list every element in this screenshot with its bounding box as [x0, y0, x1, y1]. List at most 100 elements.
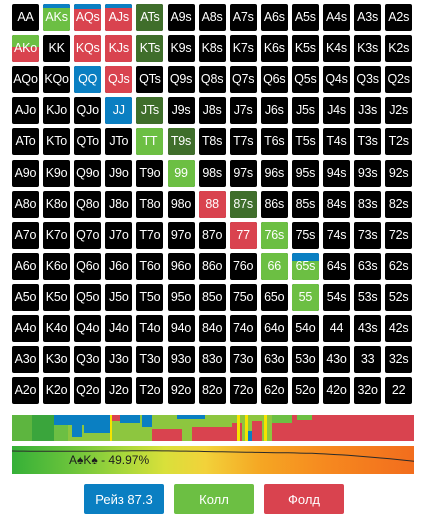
hand-cell-K6o[interactable]: K6o [43, 252, 71, 280]
fold-button[interactable]: Фолд [264, 484, 344, 514]
hand-cell-AQs[interactable]: AQs [74, 4, 102, 31]
hand-cell-86o[interactable]: 86o [198, 252, 226, 280]
hand-cell-K3s[interactable]: K3s [354, 35, 382, 63]
hand-cell-73o[interactable]: 73o [229, 346, 257, 374]
hand-cell-J7s[interactable]: J7s [229, 97, 257, 125]
hand-cell-J3s[interactable]: J3s [354, 97, 382, 125]
hand-cell-63o[interactable]: 63o [260, 346, 288, 374]
hand-cell-J4s[interactable]: J4s [323, 97, 350, 125]
hand-cell-53o[interactable]: 53o [291, 346, 319, 374]
hand-cell-QTs[interactable]: QTs [136, 66, 164, 94]
hand-cell-Q3s[interactable]: Q3s [354, 66, 382, 94]
hand-cell-A3s[interactable]: A3s [354, 4, 382, 31]
hand-cell-T9o[interactable]: T9o [136, 159, 164, 187]
hand-cell-73s[interactable]: 73s [354, 221, 382, 249]
hand-cell-T8s[interactable]: T8s [198, 128, 226, 156]
hand-cell-98s[interactable]: 98s [198, 159, 226, 187]
hand-cell-A2s[interactable]: A2s [385, 4, 413, 31]
hand-cell-K4o[interactable]: K4o [43, 315, 71, 342]
hand-cell-KK[interactable]: KK [43, 35, 71, 63]
hand-cell-K9s[interactable]: K9s [167, 35, 195, 63]
hand-cell-QJs[interactable]: QJs [105, 66, 133, 94]
hand-cell-K4s[interactable]: K4s [323, 35, 350, 63]
hand-cell-A6s[interactable]: A6s [260, 4, 288, 31]
hand-cell-JJ[interactable]: JJ [105, 97, 133, 125]
hand-cell-77[interactable]: 77 [229, 221, 257, 249]
hand-cell-T8o[interactable]: T8o [136, 190, 164, 218]
hand-cell-T7o[interactable]: T7o [136, 221, 164, 249]
hand-cell-54s[interactable]: 54s [323, 283, 350, 311]
hand-cell-55[interactable]: 55 [291, 283, 319, 311]
hand-cell-K2s[interactable]: K2s [385, 35, 413, 63]
hand-cell-AJs[interactable]: AJs [105, 4, 133, 31]
hand-cell-ATs[interactable]: ATs [136, 4, 164, 31]
hand-cell-32o[interactable]: 32o [354, 377, 382, 405]
hand-cell-KTs[interactable]: KTs [136, 35, 164, 63]
hand-cell-72s[interactable]: 72s [385, 221, 413, 249]
hand-cell-Q7o[interactable]: Q7o [74, 221, 102, 249]
hand-cell-Q4s[interactable]: Q4s [323, 66, 350, 94]
hand-cell-22[interactable]: 22 [385, 377, 413, 405]
hand-cell-AA[interactable]: AA [12, 4, 39, 31]
hand-cell-52o[interactable]: 52o [291, 377, 319, 405]
hand-cell-85s[interactable]: 85s [291, 190, 319, 218]
hand-cell-T4s[interactable]: T4s [323, 128, 350, 156]
hand-cell-K7o[interactable]: K7o [43, 221, 71, 249]
hand-cell-Q4o[interactable]: Q4o [74, 315, 102, 342]
hand-cell-A2o[interactable]: A2o [12, 377, 39, 405]
hand-cell-33[interactable]: 33 [354, 346, 382, 374]
hand-cell-KQs[interactable]: KQs [74, 35, 102, 63]
hand-cell-KJo[interactable]: KJo [43, 97, 71, 125]
hand-cell-QQ[interactable]: QQ [74, 66, 102, 94]
hand-cell-J4o[interactable]: J4o [105, 315, 133, 342]
hand-cell-K3o[interactable]: K3o [43, 346, 71, 374]
hand-cell-A8s[interactable]: A8s [198, 4, 226, 31]
hand-cell-Q7s[interactable]: Q7s [229, 66, 257, 94]
hand-cell-T5s[interactable]: T5s [291, 128, 319, 156]
hand-cell-ATo[interactable]: ATo [12, 128, 39, 156]
hand-cell-JTo[interactable]: JTo [105, 128, 133, 156]
hand-cell-T3s[interactable]: T3s [354, 128, 382, 156]
hand-cell-KQo[interactable]: KQo [43, 66, 71, 94]
hand-cell-44[interactable]: 44 [323, 315, 350, 342]
hand-cell-Q5o[interactable]: Q5o [74, 283, 102, 311]
hand-cell-J2o[interactable]: J2o [105, 377, 133, 405]
hand-cell-74s[interactable]: 74s [323, 221, 350, 249]
hand-cell-A7o[interactable]: A7o [12, 221, 39, 249]
hand-cell-T6s[interactable]: T6s [260, 128, 288, 156]
hand-cell-TT[interactable]: TT [136, 128, 164, 156]
hand-cell-Q6s[interactable]: Q6s [260, 66, 288, 94]
hand-cell-J6o[interactable]: J6o [105, 252, 133, 280]
hand-cell-J8s[interactable]: J8s [198, 97, 226, 125]
hand-cell-Q9s[interactable]: Q9s [167, 66, 195, 94]
hand-cell-J5s[interactable]: J5s [291, 97, 319, 125]
hand-cell-J5o[interactable]: J5o [105, 283, 133, 311]
hand-cell-63s[interactable]: 63s [354, 252, 382, 280]
hand-cell-76o[interactable]: 76o [229, 252, 257, 280]
hand-cell-84s[interactable]: 84s [323, 190, 350, 218]
hand-cell-92o[interactable]: 92o [167, 377, 195, 405]
hand-cell-66[interactable]: 66 [260, 252, 288, 280]
hand-cell-65o[interactable]: 65o [260, 283, 288, 311]
hand-cell-A5s[interactable]: A5s [291, 4, 319, 31]
hand-cell-Q2o[interactable]: Q2o [74, 377, 102, 405]
hand-cell-K9o[interactable]: K9o [43, 159, 71, 187]
hand-cell-86s[interactable]: 86s [260, 190, 288, 218]
hand-cell-42o[interactable]: 42o [323, 377, 350, 405]
hand-cell-QJo[interactable]: QJo [74, 97, 102, 125]
hand-cell-J2s[interactable]: J2s [385, 97, 413, 125]
hand-cell-95o[interactable]: 95o [167, 283, 195, 311]
hand-cell-A3o[interactable]: A3o [12, 346, 39, 374]
hand-cell-83o[interactable]: 83o [198, 346, 226, 374]
hand-cell-A4o[interactable]: A4o [12, 315, 39, 342]
hand-cell-T2s[interactable]: T2s [385, 128, 413, 156]
hand-cell-52s[interactable]: 52s [385, 283, 413, 311]
raise-button[interactable]: Рейз 87.3 [84, 484, 164, 514]
hand-cell-88[interactable]: 88 [198, 190, 226, 218]
hand-cell-43s[interactable]: 43s [354, 315, 382, 342]
hand-cell-T3o[interactable]: T3o [136, 346, 164, 374]
hand-cell-J8o[interactable]: J8o [105, 190, 133, 218]
hand-cell-94o[interactable]: 94o [167, 315, 195, 342]
hand-cell-A9o[interactable]: A9o [12, 159, 39, 187]
hand-cell-75o[interactable]: 75o [229, 283, 257, 311]
